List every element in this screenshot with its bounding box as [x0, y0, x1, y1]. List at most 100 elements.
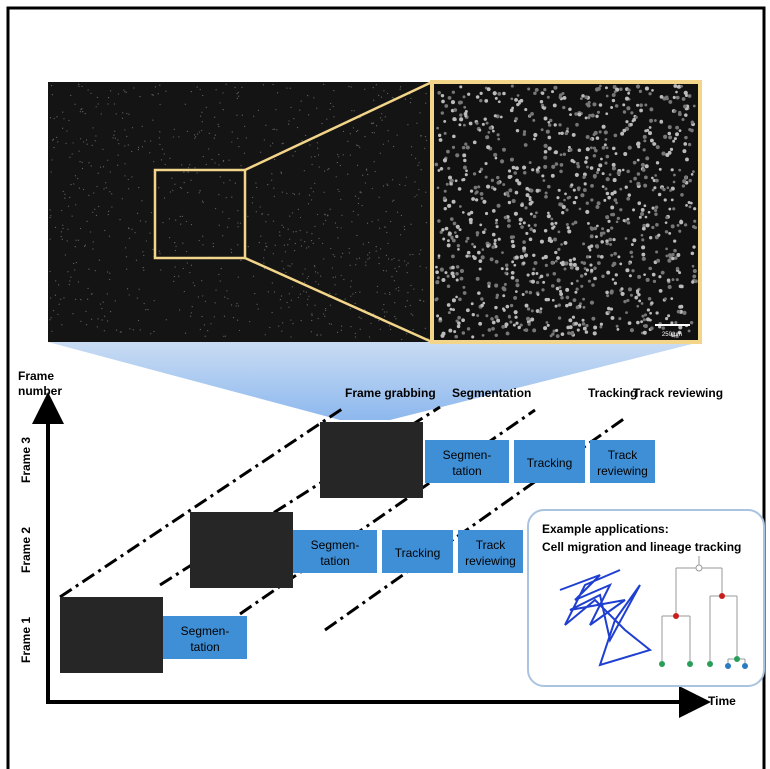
- cell-dot: [137, 298, 138, 299]
- cell-dot: [83, 141, 84, 142]
- cell-dot: [607, 196, 611, 200]
- stage-box-label: Tracking: [395, 546, 441, 560]
- cell-dot: [612, 238, 615, 241]
- cell-dot: [598, 163, 602, 167]
- cell-dot: [218, 154, 219, 155]
- cell-dot: [262, 213, 263, 214]
- cell-dot: [692, 245, 695, 248]
- cell-dot: [425, 192, 426, 193]
- cell-dot: [474, 192, 477, 195]
- cell-dot: [652, 207, 655, 210]
- cell-dot: [411, 313, 412, 314]
- cell-dot: [132, 127, 133, 128]
- cell-dot: [232, 131, 233, 132]
- cell-dot: [396, 271, 397, 272]
- cell-dot: [637, 145, 640, 148]
- cell-dot: [631, 269, 634, 272]
- cell-dot: [678, 271, 681, 274]
- cell-dot: [351, 280, 352, 281]
- cell-dot: [94, 209, 95, 210]
- cell-dot: [295, 231, 296, 232]
- cell-dot: [375, 171, 376, 172]
- cell-dot: [356, 235, 357, 236]
- cell-dot: [333, 90, 334, 91]
- cell-dot: [647, 308, 650, 311]
- cell-dot: [144, 303, 145, 304]
- cell-dot: [180, 216, 181, 217]
- cell-dot: [364, 89, 365, 90]
- cell-dot: [231, 249, 232, 250]
- cell-dot: [671, 168, 674, 171]
- cell-dot: [70, 276, 71, 277]
- cell-dot: [260, 152, 261, 153]
- cell-dot: [386, 211, 387, 212]
- cell-dot: [272, 143, 273, 144]
- cell-dot: [585, 210, 589, 214]
- cell-dot: [236, 305, 237, 306]
- cell-dot: [118, 143, 119, 144]
- cell-dot: [404, 226, 405, 227]
- cell-dot: [416, 123, 417, 124]
- cell-dot: [297, 127, 298, 128]
- cell-dot: [92, 212, 93, 213]
- cell-dot: [222, 211, 223, 212]
- cell-dot: [528, 224, 531, 227]
- cell-dot: [604, 130, 608, 134]
- cell-dot: [644, 324, 648, 328]
- cell-dot: [632, 238, 636, 242]
- cell-dot: [405, 306, 406, 307]
- cell-dot: [337, 189, 338, 190]
- cell-dot: [573, 257, 576, 260]
- cell-dot: [613, 190, 617, 194]
- cell-dot: [109, 236, 110, 237]
- cell-dot: [231, 196, 232, 197]
- tree-node: [719, 593, 725, 599]
- cell-dot: [665, 317, 668, 320]
- cell-dot: [565, 132, 569, 136]
- cell-dot: [501, 251, 504, 254]
- cell-dot: [482, 334, 485, 337]
- cell-dot: [559, 96, 562, 99]
- cell-dot: [242, 115, 243, 116]
- cell-dot: [472, 313, 475, 316]
- cell-dot: [107, 103, 108, 104]
- cell-dot: [558, 189, 561, 192]
- cell-dot: [413, 329, 414, 330]
- cell-dot: [585, 324, 588, 327]
- cell-dot: [61, 231, 62, 232]
- cell-dot: [319, 166, 320, 167]
- cell-dot: [175, 266, 176, 267]
- cell-dot: [560, 132, 563, 135]
- cell-dot: [317, 272, 318, 273]
- cell-dot: [376, 246, 377, 247]
- cell-dot: [515, 191, 519, 195]
- cell-dot: [306, 292, 307, 293]
- cell-dot: [315, 271, 316, 272]
- cell-dot: [685, 158, 689, 162]
- cell-dot: [574, 291, 577, 294]
- cell-dot: [643, 331, 647, 335]
- cell-dot: [656, 259, 660, 263]
- cell-dot: [124, 91, 125, 92]
- cell-dot: [441, 228, 444, 231]
- cell-dot: [159, 253, 160, 254]
- cell-dot: [448, 232, 452, 236]
- cell-dot: [191, 91, 192, 92]
- cell-dot: [170, 191, 171, 192]
- cell-dot: [556, 334, 560, 338]
- cell-dot: [114, 103, 115, 104]
- cell-dot: [290, 336, 291, 337]
- cell-dot: [266, 246, 267, 247]
- cell-dot: [482, 231, 486, 235]
- cell-dot: [471, 302, 474, 305]
- cell-dot: [580, 285, 583, 288]
- cell-dot: [586, 201, 589, 204]
- cell-dot: [607, 229, 610, 232]
- cell-dot: [377, 292, 378, 293]
- cell-dot: [241, 87, 242, 88]
- cell-dot: [85, 245, 86, 246]
- cell-dot: [256, 304, 257, 305]
- cell-dot: [465, 255, 468, 258]
- cell-dot: [367, 174, 368, 175]
- cell-dot: [547, 96, 550, 99]
